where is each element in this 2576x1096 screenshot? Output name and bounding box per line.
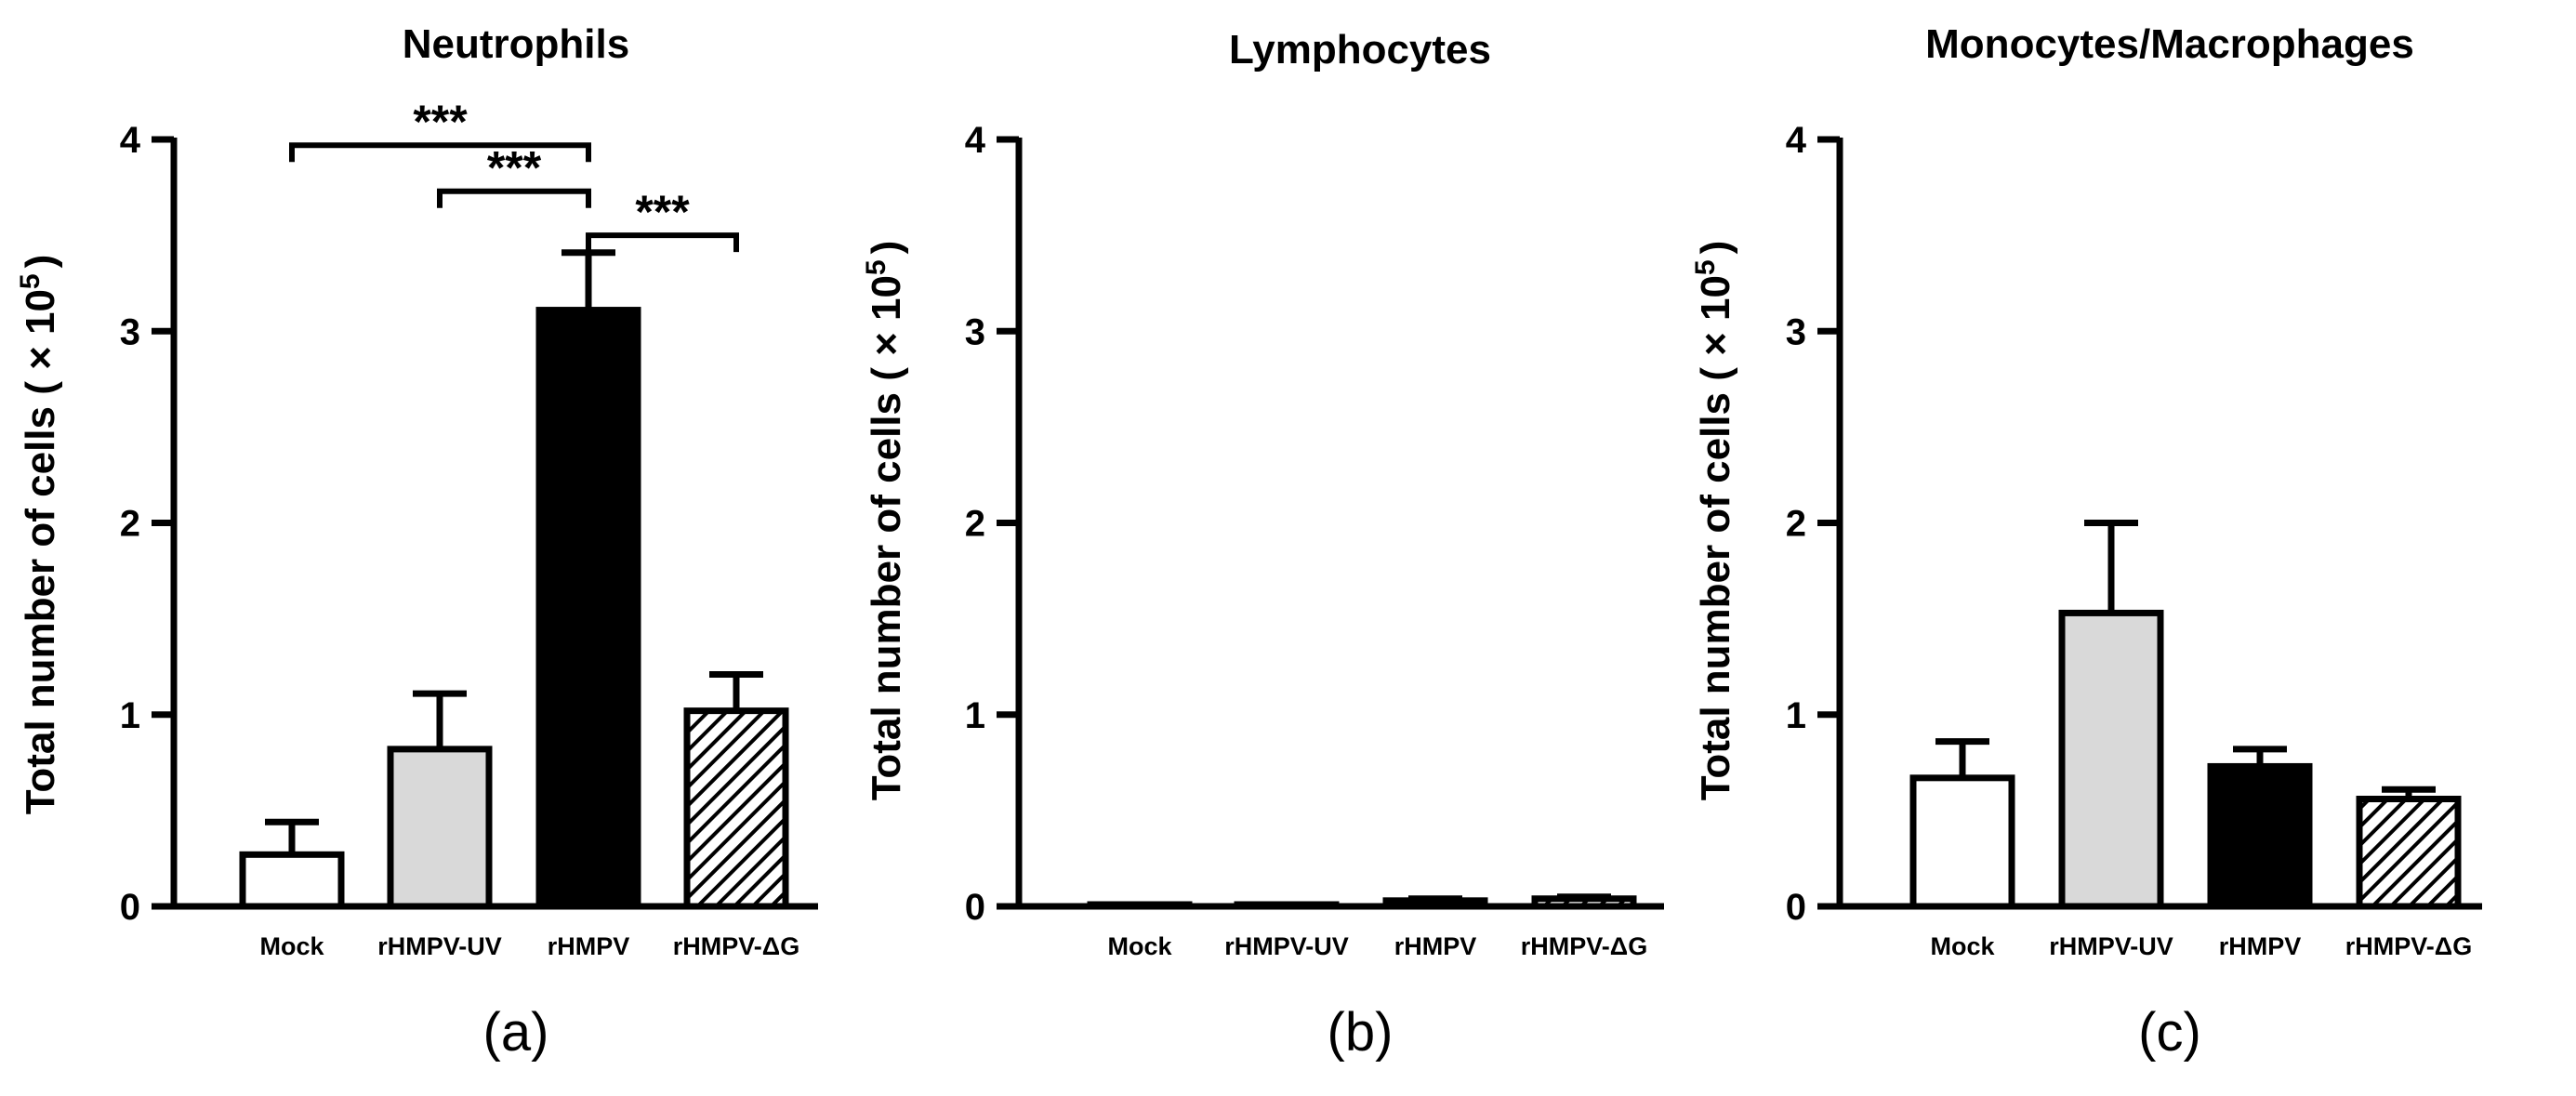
y-tick-label: 3 <box>1786 311 1806 352</box>
chart-title: Lymphocytes <box>1229 27 1491 73</box>
x-category-label: rHMPV <box>2219 932 2302 960</box>
y-tick-label: 0 <box>120 887 140 928</box>
panel-1: Neutrophils Total number of cells ( × 105… <box>15 21 818 1063</box>
x-category-label: rHMPV <box>1394 932 1477 960</box>
panel-3: Monocytes/Macrophages Total number of cel… <box>1690 21 2482 1063</box>
y-axis-label-exponent: 5 <box>15 273 46 289</box>
x-category-label: rHMPV-UV <box>1224 932 1349 960</box>
x-category-label: Mock <box>1107 932 1172 960</box>
y-tick-label: 0 <box>1786 887 1806 928</box>
y-tick-label: 2 <box>120 504 140 545</box>
y-axis-label: Total number of cells ( × 105) <box>1690 241 1738 801</box>
y-axis-label-exponent: 5 <box>1690 259 1721 275</box>
bar-0 <box>239 851 345 910</box>
panel-label: (b) <box>1328 1002 1394 1063</box>
y-axis-label-close: ) <box>864 241 909 255</box>
y-axis-label-main: Total number of cells ( × 10 <box>864 275 909 800</box>
y-tick-label: 0 <box>965 887 985 928</box>
significance-label: *** <box>635 186 690 238</box>
bar-0 <box>1087 901 1193 910</box>
y-axis-label-main: Total number of cells ( × 10 <box>18 289 63 814</box>
significance-bracket <box>586 232 739 253</box>
bar-3 <box>1531 895 1637 910</box>
significance-label: *** <box>413 96 468 148</box>
x-category-label: Mock <box>1930 932 1995 960</box>
chart-title: Neutrophils <box>403 21 629 67</box>
y-tick-label: 1 <box>120 695 140 736</box>
y-axis-label: Total number of cells ( × 105) <box>861 241 909 801</box>
chart-title: Monocytes/Macrophages <box>1925 21 2414 67</box>
bar-3 <box>683 707 789 910</box>
bar-2 <box>1382 897 1488 910</box>
y-tick-label: 4 <box>1786 120 1807 161</box>
y-axis-label-close: ) <box>18 255 63 269</box>
x-category-label: rHMPV <box>548 932 630 960</box>
x-category-label: rHMPV-ΔG <box>673 932 799 960</box>
y-tick-label: 3 <box>965 311 985 352</box>
x-category-label: rHMPV-ΔG <box>2345 932 2472 960</box>
x-category-label: rHMPV-ΔG <box>1521 932 1647 960</box>
y-tick-label: 3 <box>120 311 140 352</box>
y-tick-label: 2 <box>965 504 985 545</box>
bar-2 <box>2207 762 2313 910</box>
bar-0 <box>1909 774 2015 910</box>
x-category-label: rHMPV-UV <box>2049 932 2173 960</box>
y-tick-label: 1 <box>965 695 985 736</box>
x-category-label: rHMPV-UV <box>377 932 502 960</box>
panel-label: (a) <box>483 1002 549 1063</box>
y-tick-label: 2 <box>1786 504 1806 545</box>
panel-label: (c) <box>2138 1002 2201 1063</box>
y-axis-label-close: ) <box>1693 241 1738 255</box>
significance-bracket <box>437 188 591 208</box>
y-axis-label: Total number of cells ( × 105) <box>15 255 63 815</box>
bar-3 <box>2356 796 2462 910</box>
x-category-label: Mock <box>259 932 324 960</box>
bar-1 <box>2058 609 2164 910</box>
y-tick-label: 1 <box>1786 695 1806 736</box>
y-axis-label-exponent: 5 <box>861 259 892 275</box>
bar-2 <box>535 307 641 910</box>
significance-label: *** <box>487 142 542 194</box>
y-axis-label-main: Total number of cells ( × 10 <box>1693 275 1738 800</box>
significance-bracket <box>289 142 591 163</box>
panel-2: Lymphocytes Total number of cells ( × 105… <box>861 27 1664 1063</box>
bar-1 <box>387 746 493 910</box>
bar-1 <box>1234 901 1340 910</box>
y-tick-label: 4 <box>120 120 141 161</box>
y-tick-label: 4 <box>965 120 986 161</box>
